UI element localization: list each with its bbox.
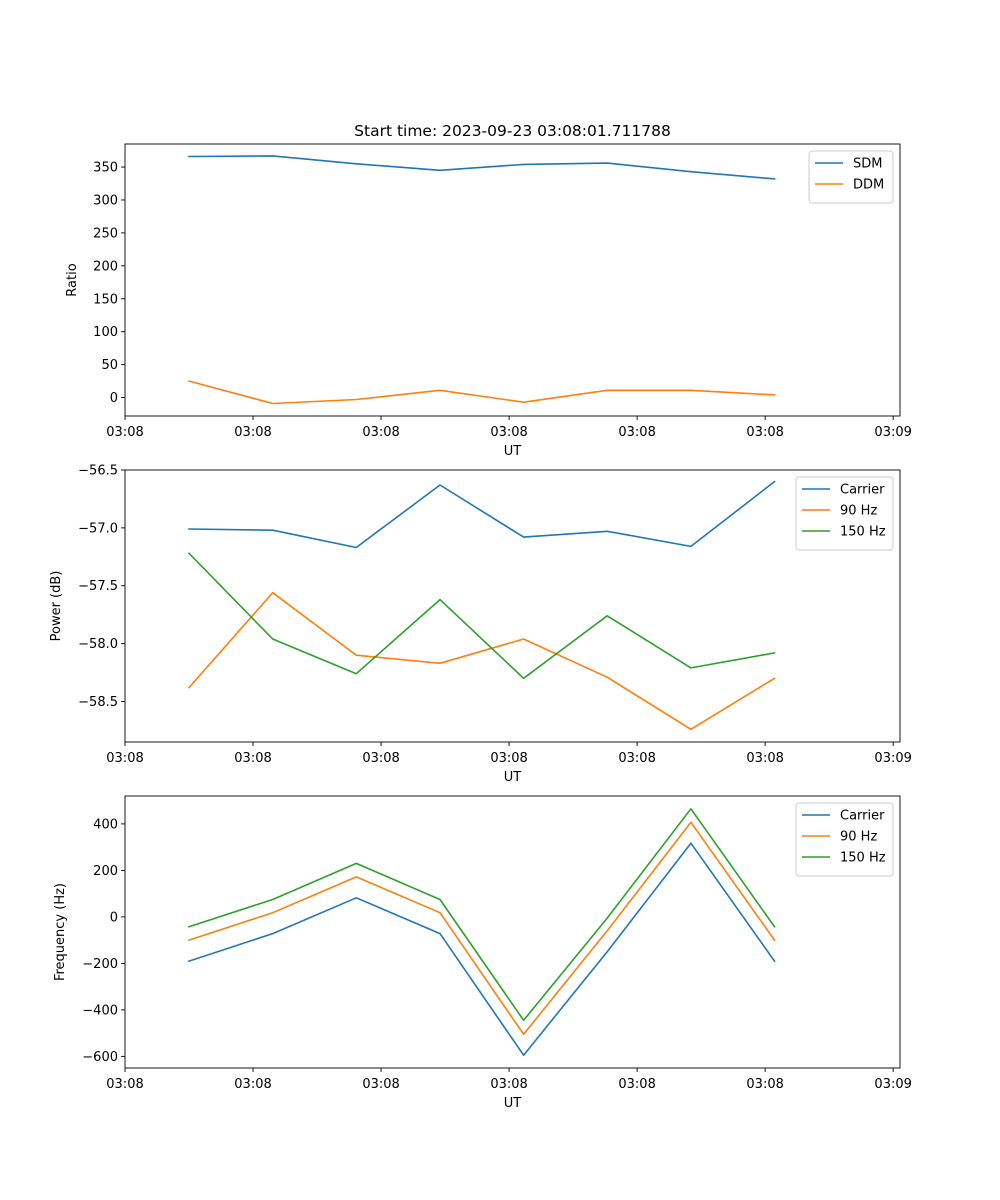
series-line-90-hz <box>187 821 776 1036</box>
axes-frame <box>124 469 901 743</box>
y-tick-label: 400 <box>93 817 118 832</box>
x-tick-label: 03:08 <box>234 751 271 766</box>
x-tick-label: 03:09 <box>874 751 911 766</box>
x-axis-label: UT <box>504 1096 522 1111</box>
legend-label: SDM <box>853 157 882 172</box>
x-tick-label: 03:08 <box>106 751 143 766</box>
x-axis-label: UT <box>504 770 522 785</box>
series-line-sdm <box>188 155 776 180</box>
series-line-150-hz <box>187 807 776 1022</box>
x-tick-label: 03:08 <box>746 1077 783 1092</box>
y-tick-label: 200 <box>93 259 118 274</box>
y-tick-label: 50 <box>101 358 118 373</box>
y-tick-label: 250 <box>93 226 118 241</box>
y-tick-label: −58.0 <box>78 637 118 652</box>
subplot-1: 0 50 100 150 200 250 300 350 03:08 03:08 03:08 03:0… <box>65 143 912 459</box>
legend-label: 150 Hz <box>840 851 886 866</box>
series-line-150-hz <box>187 552 776 680</box>
y-axis-label: Frequency (Hz) <box>53 883 68 981</box>
x-tick-label: 03:08 <box>618 1077 655 1092</box>
legend-label: 150 Hz <box>840 525 886 540</box>
x-tick-label: 03:08 <box>490 425 527 440</box>
legend-label: Carrier <box>840 483 885 498</box>
series-line-90-hz <box>187 591 776 731</box>
subplot-2: −58.5 −58.0 −57.5 −57.0 −56.5 03:08 03:08 03:08… <box>49 464 912 786</box>
y-tick-label: 100 <box>93 325 118 340</box>
y-tick-label: −400 <box>82 1003 118 1018</box>
x-tick-label: 03:08 <box>234 425 271 440</box>
y-tick-label: 200 <box>93 864 118 879</box>
subplot-3: −600 −400 −200 0 200 400 03:08 03:08 03:08 03:08 0… <box>53 795 912 1111</box>
legend-label: DDM <box>853 178 884 193</box>
legend: Carrier 90 Hz 150 Hz <box>795 476 894 551</box>
x-tick-label: 03:08 <box>362 1077 399 1092</box>
legend: SDM DDM <box>808 150 894 204</box>
x-tick-label: 03:08 <box>106 1077 143 1092</box>
x-tick-label: 03:09 <box>874 1077 911 1092</box>
y-axis-label: Power (dB) <box>49 571 64 642</box>
x-tick-label: 03:08 <box>362 425 399 440</box>
y-tick-label: 350 <box>93 161 118 176</box>
y-tick-label: −56.5 <box>78 464 118 479</box>
y-tick-label: −200 <box>82 957 118 972</box>
y-tick-label: 0 <box>110 910 118 925</box>
series-line-carrier <box>188 480 776 549</box>
x-tick-label: 03:08 <box>362 751 399 766</box>
x-tick-label: 03:09 <box>874 425 911 440</box>
x-tick-label: 03:08 <box>746 425 783 440</box>
series-line-carrier <box>187 842 776 1056</box>
legend-box <box>808 150 894 204</box>
y-tick-label: −57.5 <box>78 579 118 594</box>
y-tick-label: −57.0 <box>78 521 118 536</box>
x-tick-label: 03:08 <box>490 1077 527 1092</box>
x-tick-label: 03:08 <box>618 751 655 766</box>
y-tick-label: −58.5 <box>78 695 118 710</box>
x-tick-label: 03:08 <box>234 1077 271 1092</box>
y-tick-label: −600 <box>82 1050 118 1065</box>
x-tick-label: 03:08 <box>746 751 783 766</box>
x-tick-label: 03:08 <box>490 751 527 766</box>
y-tick-label: 0 <box>110 391 118 406</box>
y-axis-label: Ratio <box>65 263 80 296</box>
x-tick-label: 03:08 <box>618 425 655 440</box>
series-line-ddm <box>188 380 776 405</box>
y-tick-label: 150 <box>93 292 118 307</box>
subplots: 0 50 100 150 200 250 300 350 03:08 03:08 03:08 03:0… <box>49 143 912 1111</box>
legend-label: 90 Hz <box>840 504 877 519</box>
x-axis-label: UT <box>504 444 522 459</box>
axes-frame <box>124 795 901 1069</box>
y-tick-label: 300 <box>93 193 118 208</box>
figure-title: Start time: 2023-09-23 03:08:01.711788 <box>354 122 671 140</box>
x-tick-label: 03:08 <box>106 425 143 440</box>
legend-label: 90 Hz <box>840 830 877 845</box>
legend: Carrier 90 Hz 150 Hz <box>795 802 894 877</box>
legend-label: Carrier <box>840 809 885 824</box>
axes-frame <box>124 143 901 417</box>
